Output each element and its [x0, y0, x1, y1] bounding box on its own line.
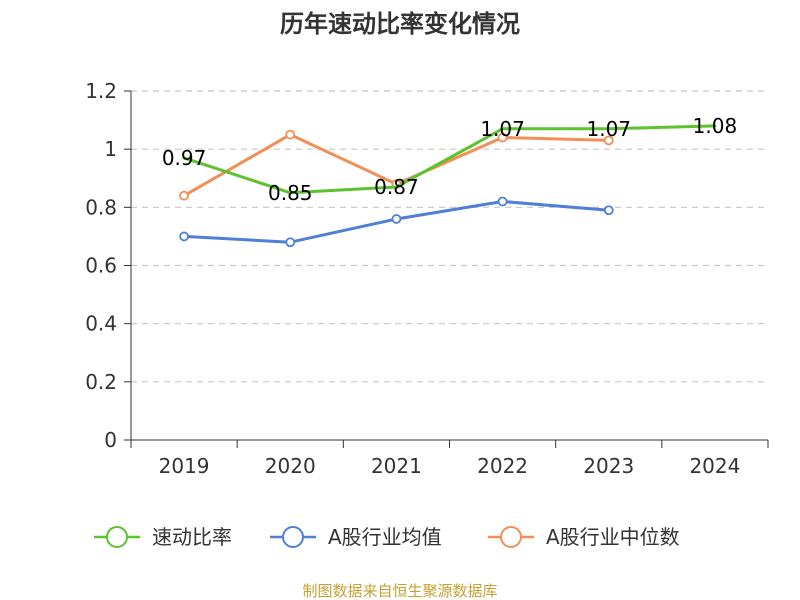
- legend-item[interactable]: A股行业均值: [270, 525, 442, 549]
- x-tick-label: 2020: [265, 454, 316, 478]
- data-label: 1.07: [480, 117, 525, 141]
- y-tick-label: 1.2: [85, 79, 117, 103]
- legend-label: A股行业均值: [328, 525, 442, 549]
- legend-marker: [282, 526, 304, 548]
- y-tick-label: 1: [104, 137, 117, 161]
- data-label: 0.87: [374, 175, 419, 199]
- legend-label: A股行业中位数: [546, 525, 680, 549]
- data-point: [391, 214, 402, 224]
- y-tick-label: 0.8: [85, 195, 117, 219]
- data-point: [285, 129, 296, 140]
- y-tick-label: 0.6: [85, 254, 117, 278]
- x-tick-label: 2023: [583, 454, 634, 478]
- x-tick-label: 2024: [689, 454, 740, 478]
- legend-item[interactable]: A股行业中位数: [488, 525, 680, 549]
- legend[interactable]: 速动比率 A股行业均值 A股行业中位数: [94, 525, 680, 549]
- data-point: [603, 135, 614, 146]
- series-line: [182, 124, 717, 195]
- legend-marker: [106, 526, 128, 548]
- data-point: [179, 231, 189, 242]
- y-tick-label: 0.4: [85, 312, 117, 336]
- data-point: [603, 205, 614, 216]
- x-tick-label: 2019: [159, 454, 210, 478]
- source-note: 制图数据来自恒生聚源数据库: [302, 582, 497, 600]
- legend-item[interactable]: 速动比率: [94, 525, 232, 549]
- data-point: [285, 237, 296, 248]
- x-tick-label: 2021: [371, 454, 422, 478]
- data-point: [497, 132, 508, 143]
- data-label: 0.85: [268, 181, 313, 205]
- grid: [131, 90, 768, 383]
- series: [179, 124, 717, 248]
- x-tick-label: 2022: [477, 454, 528, 478]
- data-point: [179, 190, 189, 201]
- chart-title: 历年速动比率变化情况: [280, 10, 520, 38]
- y-tick-label: 0.2: [85, 370, 117, 394]
- axes: 0 0.2 0.4 0.6 0.8 1 1.2 2019 2020 2021 2022 2023 202…: [85, 79, 769, 478]
- data-labels: 0.97 0.85 0.87 1.07 1.07 1.08: [162, 114, 737, 205]
- legend-marker: [500, 526, 522, 548]
- data-point: [497, 196, 508, 207]
- data-label: 1.08: [693, 114, 738, 138]
- y-tick-label: 0: [104, 428, 117, 452]
- legend-label: 速动比率: [152, 525, 232, 549]
- data-label: 1.07: [586, 117, 631, 141]
- data-label: 0.97: [162, 146, 207, 170]
